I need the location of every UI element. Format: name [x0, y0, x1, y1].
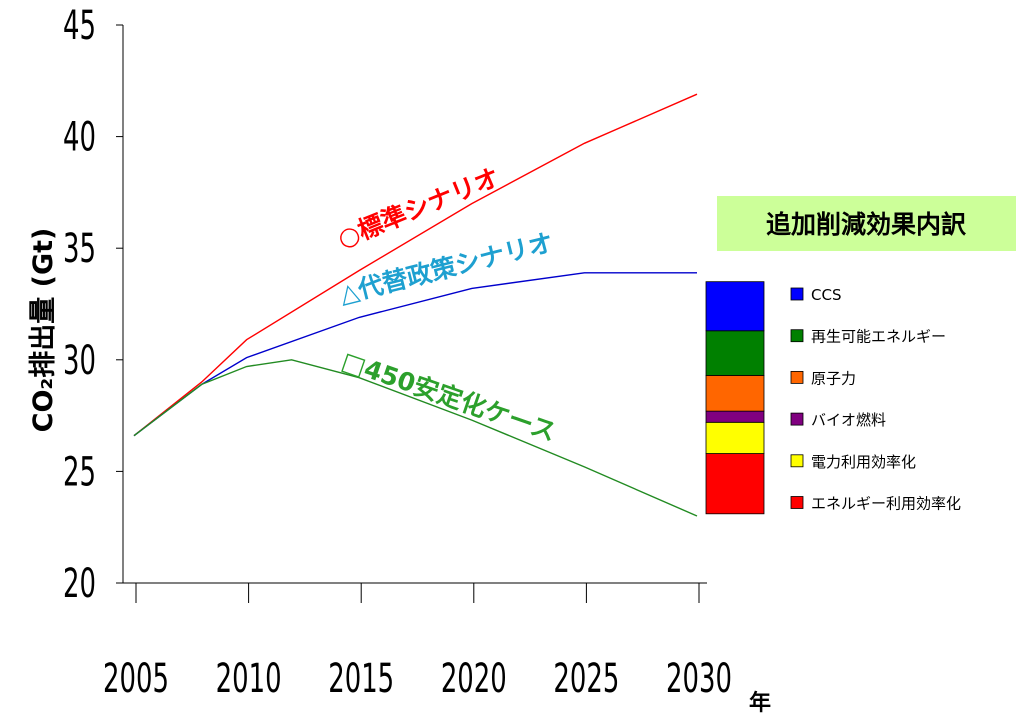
legend-swatch [790, 454, 804, 468]
series-line-1 [133, 93, 698, 437]
series-label-1: ○標準シナリオ [333, 162, 503, 253]
legend-label: 再生可能エネルギー [811, 328, 946, 346]
legend-swatch [790, 287, 804, 301]
x-tick-label: 2010 [216, 656, 282, 702]
breakdown-bar-segment [705, 410, 765, 423]
breakdown-title: 追加削減効果内訳 [766, 210, 967, 239]
y-tick-label: 35 [63, 227, 96, 273]
legend-swatch [790, 412, 804, 426]
y-axis-label: CO₂排出量 (Gt) [28, 228, 59, 433]
legend-swatch [790, 329, 804, 343]
x-tick-label: 2015 [328, 656, 394, 702]
legend-label: CCS [811, 286, 841, 304]
legend-swatch [790, 370, 804, 384]
breakdown-bar-segment [705, 330, 765, 376]
series-label-3: □450安定化ケース [338, 346, 560, 447]
breakdown-panel: 追加削減効果内訳 CCS 再生可能エネルギー原子力バイオ燃料電力利用効率化エネルギー… [705, 196, 1016, 515]
y-tick-label: 40 [63, 115, 96, 161]
y-tick-label: 25 [63, 450, 96, 496]
legend-label: エネルギー利用効率化 [811, 495, 961, 513]
y-tick-label: 45 [63, 3, 96, 49]
series-line-3 [133, 359, 698, 517]
series-line-2 [133, 272, 697, 437]
breakdown-bar-segment [705, 453, 765, 515]
x-tick-label: 2030 [666, 656, 732, 702]
series-labels: ○標準シナリオ△代替政策シナリオ□450安定化ケース [333, 162, 559, 446]
x-axis-ticks: 2005 2010 2015 2020 2025 2030 [103, 583, 732, 702]
x-tick-label: 2020 [441, 656, 507, 702]
legend-label: 原子力 [811, 369, 856, 387]
legend-label: バイオ燃料 [811, 411, 886, 429]
y-tick-label: 20 [63, 561, 96, 607]
breakdown-bar-segment [705, 281, 765, 332]
series-lines [133, 93, 698, 517]
y-axis-ticks: 20 25 30 35 40 45 [63, 3, 123, 607]
axes [122, 25, 707, 584]
breakdown-bar-segment [705, 421, 765, 454]
x-tick-label: 2005 [103, 656, 169, 702]
legend-label: 電力利用効率化 [811, 453, 916, 471]
breakdown-title-box [717, 196, 1016, 251]
breakdown-bar-segment [705, 375, 765, 412]
x-tick-label: 2025 [553, 656, 619, 702]
y-tick-label: 30 [63, 338, 96, 384]
x-axis-label: 年 [749, 690, 771, 716]
legend-swatch [790, 496, 804, 509]
